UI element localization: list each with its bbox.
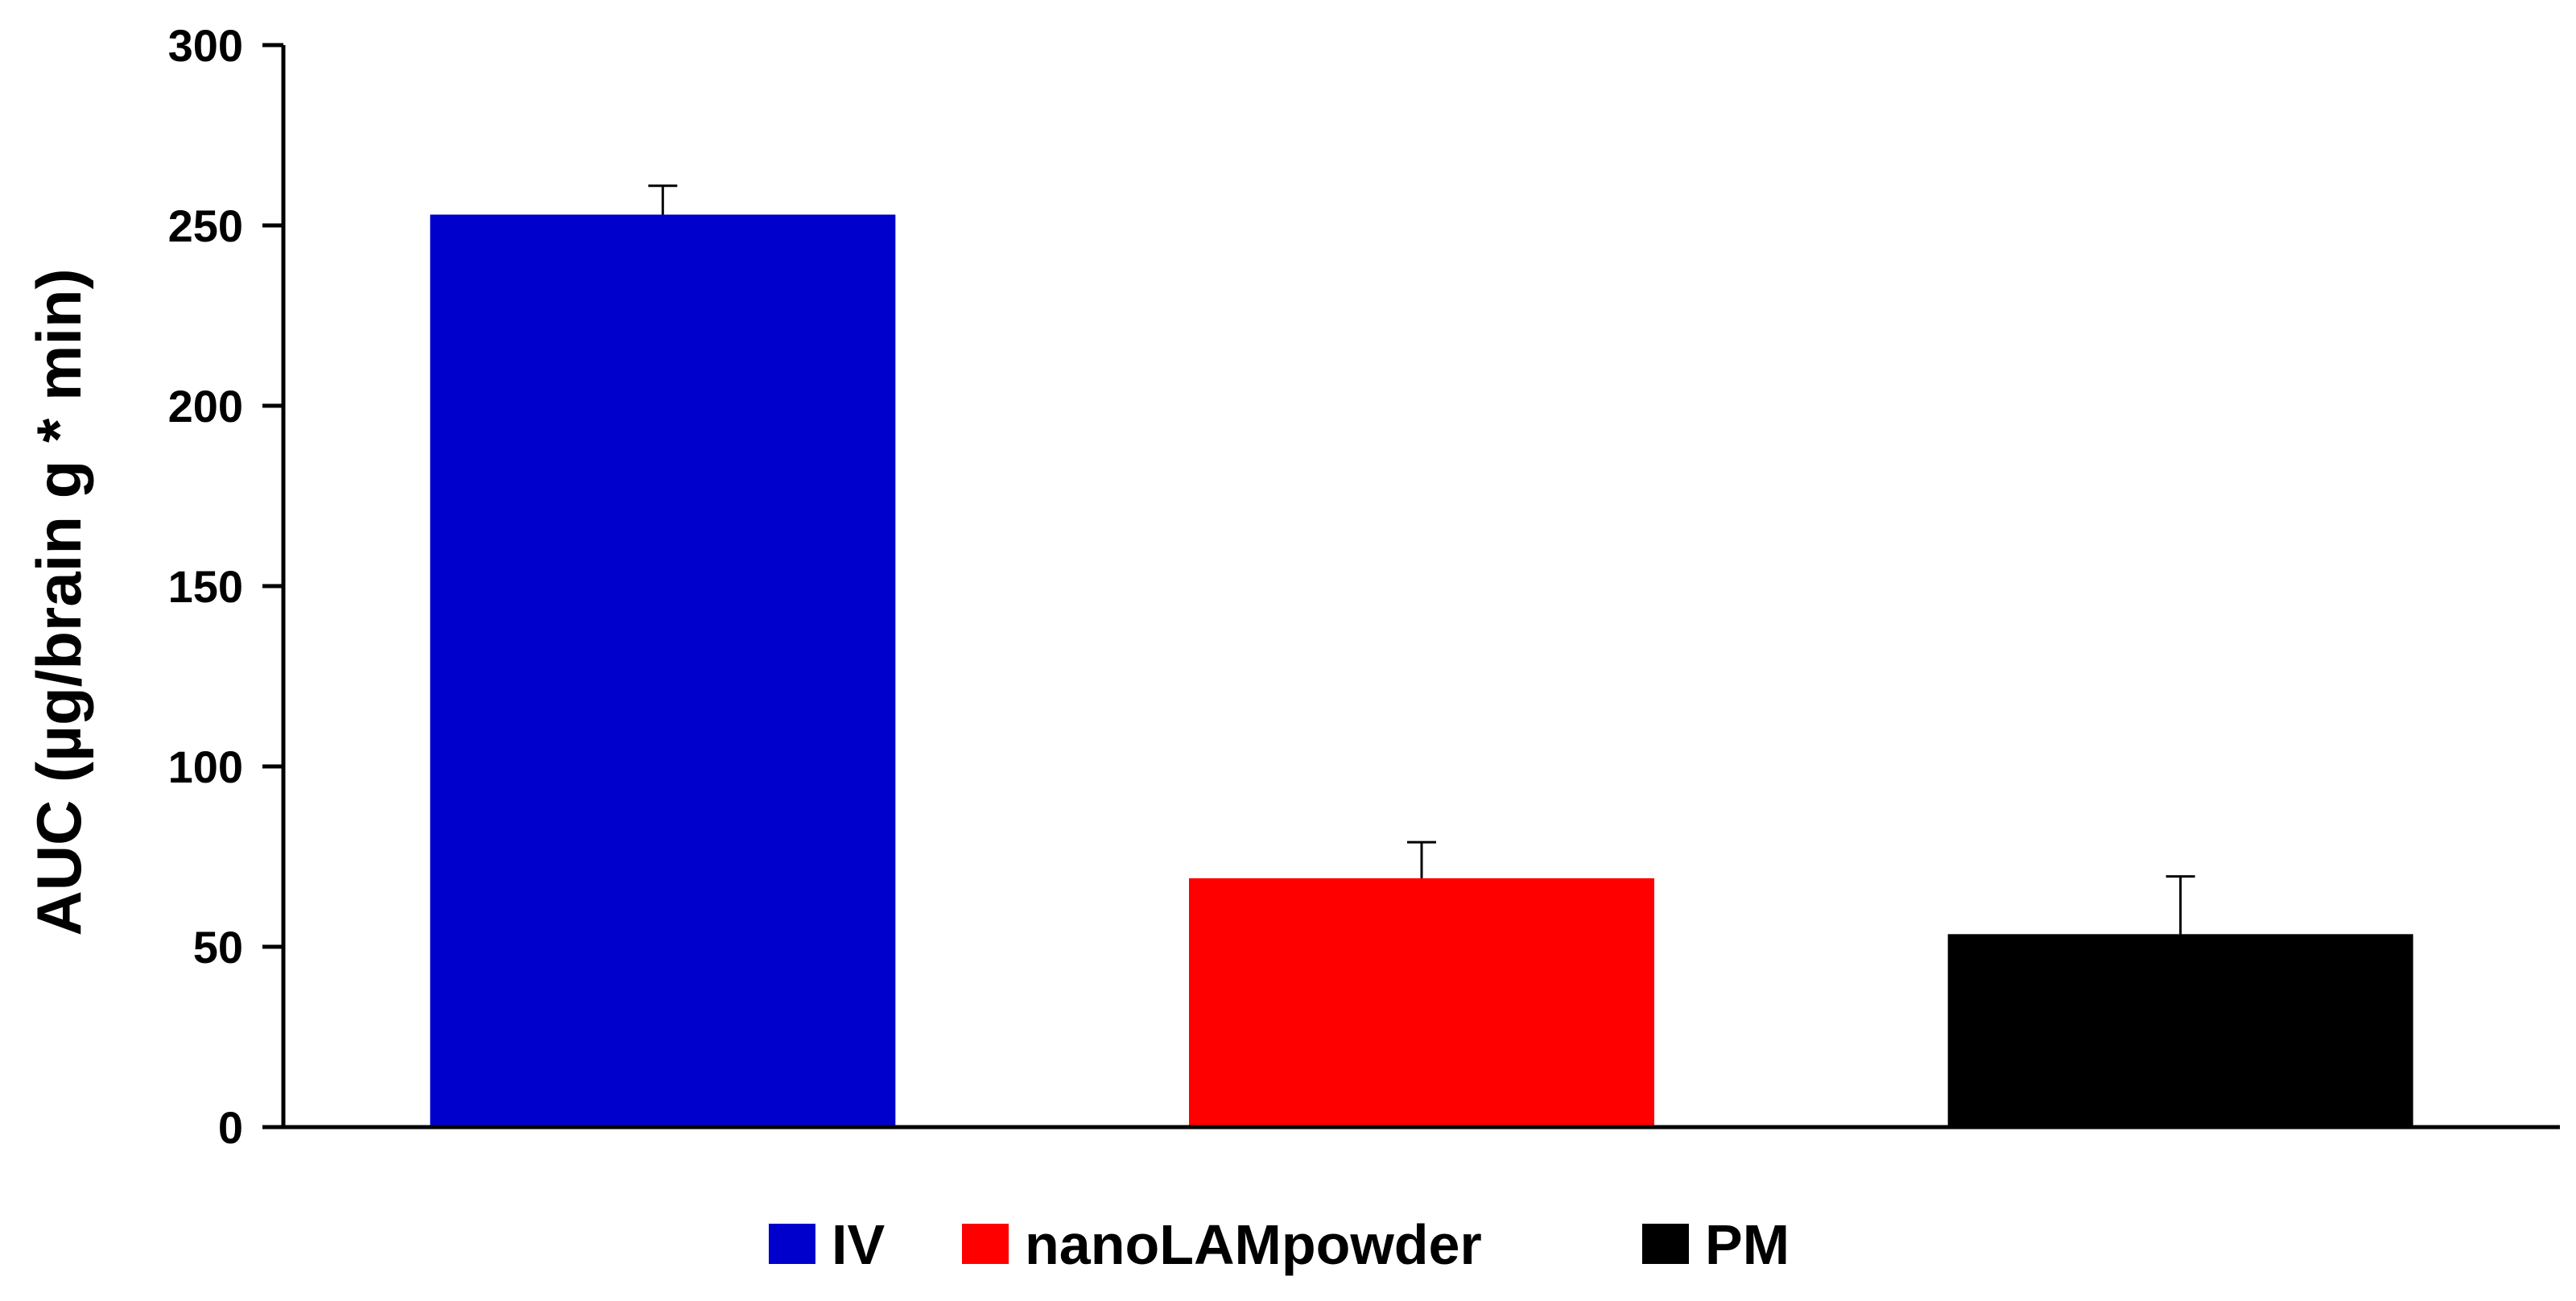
bar-0 bbox=[430, 214, 896, 1127]
legend-label-2: PM bbox=[1705, 1213, 1790, 1276]
legend-swatch-1 bbox=[962, 1224, 1009, 1264]
bars-group bbox=[430, 214, 2413, 1127]
legend-label-1: nanoLAMpowder bbox=[1025, 1213, 1482, 1276]
y-axis-title: AUC (µg/brain g * min) bbox=[23, 268, 94, 935]
y-tick-label-2: 100 bbox=[168, 741, 243, 792]
y-tick-label-3: 150 bbox=[168, 561, 243, 612]
y-tick-label-5: 250 bbox=[168, 200, 243, 251]
legend-swatch-0 bbox=[769, 1224, 815, 1264]
y-tick-label-1: 50 bbox=[193, 922, 243, 973]
legend-label-0: IV bbox=[832, 1213, 885, 1276]
legend: IV nanoLAMpowder PM bbox=[769, 1213, 1790, 1276]
error-bars-group bbox=[648, 184, 2195, 935]
y-axis: 0 50 100 150 200 250 300 bbox=[168, 20, 286, 1153]
y-tick-label-6: 300 bbox=[168, 20, 243, 71]
legend-swatch-2 bbox=[1642, 1224, 1689, 1264]
bar-1 bbox=[1189, 878, 1654, 1127]
y-tick-label-4: 200 bbox=[168, 381, 243, 432]
y-tick-label-0: 0 bbox=[218, 1102, 243, 1153]
bar-2 bbox=[1947, 934, 2413, 1127]
